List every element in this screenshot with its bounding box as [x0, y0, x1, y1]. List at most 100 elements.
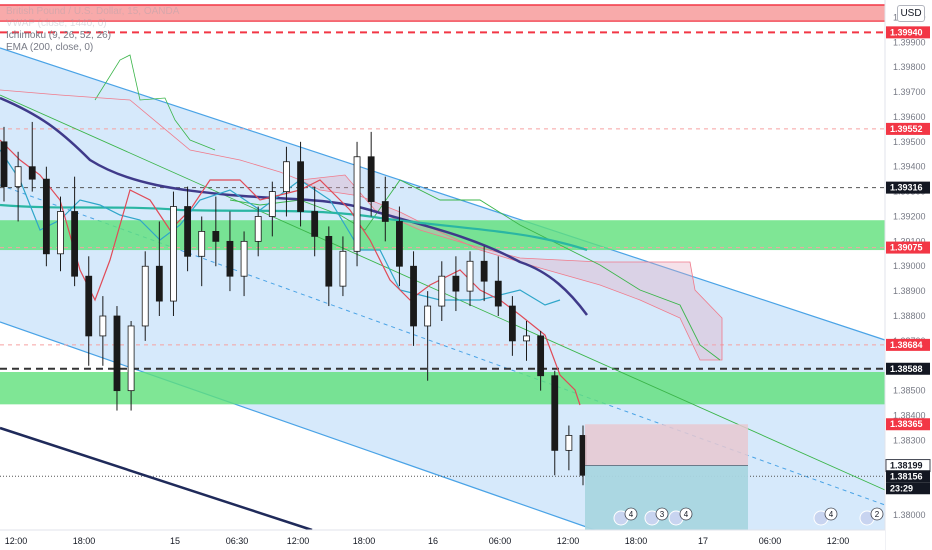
price-tick-label: 1.39600	[893, 112, 926, 122]
candle-body	[311, 211, 319, 237]
price-axis-background	[885, 0, 932, 550]
candle-body	[381, 201, 389, 222]
currency-badge[interactable]: USD	[897, 5, 925, 22]
time-tick-label: 12:00	[5, 536, 28, 546]
zone-resistance	[0, 4, 885, 22]
candle-body	[198, 231, 206, 257]
candle-body	[325, 235, 333, 287]
candle-body	[240, 240, 248, 277]
price-label-text: 1.38156	[890, 471, 923, 481]
price-label-tag	[886, 122, 930, 135]
candle-body	[438, 275, 446, 307]
price-tick-label: 1.39000	[893, 261, 926, 271]
symbol-title[interactable]: British Pound / U.S. Dollar, 15, OANDA	[6, 6, 180, 17]
economic-event-marker[interactable]: 4	[813, 507, 838, 526]
candle-body	[367, 156, 375, 202]
economic-event-marker[interactable]: 4	[613, 507, 638, 526]
candle-body	[537, 335, 545, 377]
legend-vwap[interactable]: VWAP (close, 1440, 0)	[6, 18, 107, 29]
price-tick-label: 1.39800	[893, 62, 926, 72]
price-label-tag	[886, 338, 930, 351]
price-label-tag	[886, 241, 930, 254]
economic-event-marker[interactable]: 4	[668, 507, 693, 526]
price-label-tag	[886, 482, 930, 495]
trend-line-dark	[0, 426, 313, 532]
price-label-text: 1.39075	[890, 243, 923, 253]
candle-body	[466, 260, 474, 292]
ichimoku-span-b-early	[0, 89, 301, 181]
time-tick-label: 12:00	[287, 536, 310, 546]
price-tick-label: 1.38500	[893, 386, 926, 396]
channel-top-line	[0, 47, 886, 341]
candle-body	[14, 166, 22, 188]
candle-body	[396, 221, 403, 267]
ichimoku-kijun-line	[0, 149, 561, 306]
time-tick-label: 17	[698, 536, 708, 546]
event-count-badge	[870, 507, 884, 521]
overlay-layer: 434424	[585, 424, 925, 530]
price-label-tag	[886, 418, 930, 431]
event-count-label: 2	[875, 510, 880, 519]
economic-event-marker[interactable]: 2	[859, 507, 884, 526]
candle-body	[410, 265, 417, 327]
event-count-label: 4	[684, 510, 689, 519]
candle-body	[57, 211, 64, 255]
event-count-badge	[624, 507, 638, 521]
time-tick-label: 16	[428, 536, 438, 546]
price-tick-label: 1.39400	[893, 162, 926, 172]
price-axis[interactable]: 1.400001.399001.398001.397001.396001.395…	[884, 0, 932, 550]
price-label-text: 1.39940	[890, 27, 923, 37]
time-tick-label: 06:00	[759, 536, 782, 546]
time-tick-label: 18:00	[353, 536, 376, 546]
legend-ichimoku[interactable]: Ichimoku (9, 26, 52, 26)	[6, 30, 112, 41]
time-tick-label: 15	[170, 536, 180, 546]
candle-body	[85, 275, 93, 337]
candle-body	[565, 435, 573, 451]
candle-body	[452, 275, 460, 292]
position-target-zone	[585, 465, 748, 530]
price-tick-label: 1.39100	[893, 236, 926, 246]
event-count-badge	[824, 507, 838, 521]
time-axis[interactable]: 12:00 18:00 15 06:30 12:00 18:00 16 06:00 12:00 1…	[0, 529, 885, 550]
price-label-text: 1.38365	[890, 419, 923, 429]
event-count-label: 3	[660, 510, 665, 519]
price-tick-label: 1.39900	[893, 37, 926, 47]
channel-bottom-line	[0, 321, 596, 531]
candle-body	[508, 305, 516, 342]
candle-body	[254, 216, 262, 242]
candle-body	[71, 211, 79, 277]
candle-body	[141, 265, 149, 327]
price-tick-label: 1.38400	[893, 411, 926, 421]
candle-body	[339, 250, 347, 287]
time-tick-label: 06:30	[226, 536, 249, 546]
candle-body	[0, 141, 8, 188]
price-tick-label: 1.38300	[893, 435, 926, 445]
price-label-text: 1.38199	[890, 461, 923, 471]
candle-body	[494, 280, 502, 307]
price-tick-label: 1.39200	[893, 211, 926, 221]
price-tick-label: 1.38000	[893, 510, 926, 520]
price-label-text: 1.38684	[890, 340, 923, 350]
time-tick-label: 12:00	[557, 536, 580, 546]
candle-body	[42, 178, 50, 255]
event-count-label: 4	[629, 510, 634, 519]
price-tick-label: 1.39700	[893, 87, 926, 97]
legend-ema[interactable]: EMA (200, close, 0)	[6, 42, 94, 53]
price-label-text: 23:29	[890, 483, 913, 493]
economic-event-marker[interactable]: 3	[644, 507, 669, 526]
candle-body	[28, 166, 36, 180]
candle-body	[480, 260, 488, 282]
price-tick-label: 1.39500	[893, 137, 926, 147]
event-count-label: 4	[829, 510, 834, 519]
time-tick-label: 06:00	[489, 536, 512, 546]
time-tick-label: 18:00	[73, 536, 96, 546]
price-label-tag	[886, 362, 930, 375]
event-count-badge	[655, 507, 669, 521]
time-axis-background	[0, 530, 885, 550]
candle-body	[99, 315, 107, 337]
indicator-legend: British Pound / U.S. Dollar, 15, OANDA V…	[6, 6, 179, 54]
vwap-line	[0, 203, 588, 252]
price-label-text: 1.39316	[890, 183, 923, 193]
